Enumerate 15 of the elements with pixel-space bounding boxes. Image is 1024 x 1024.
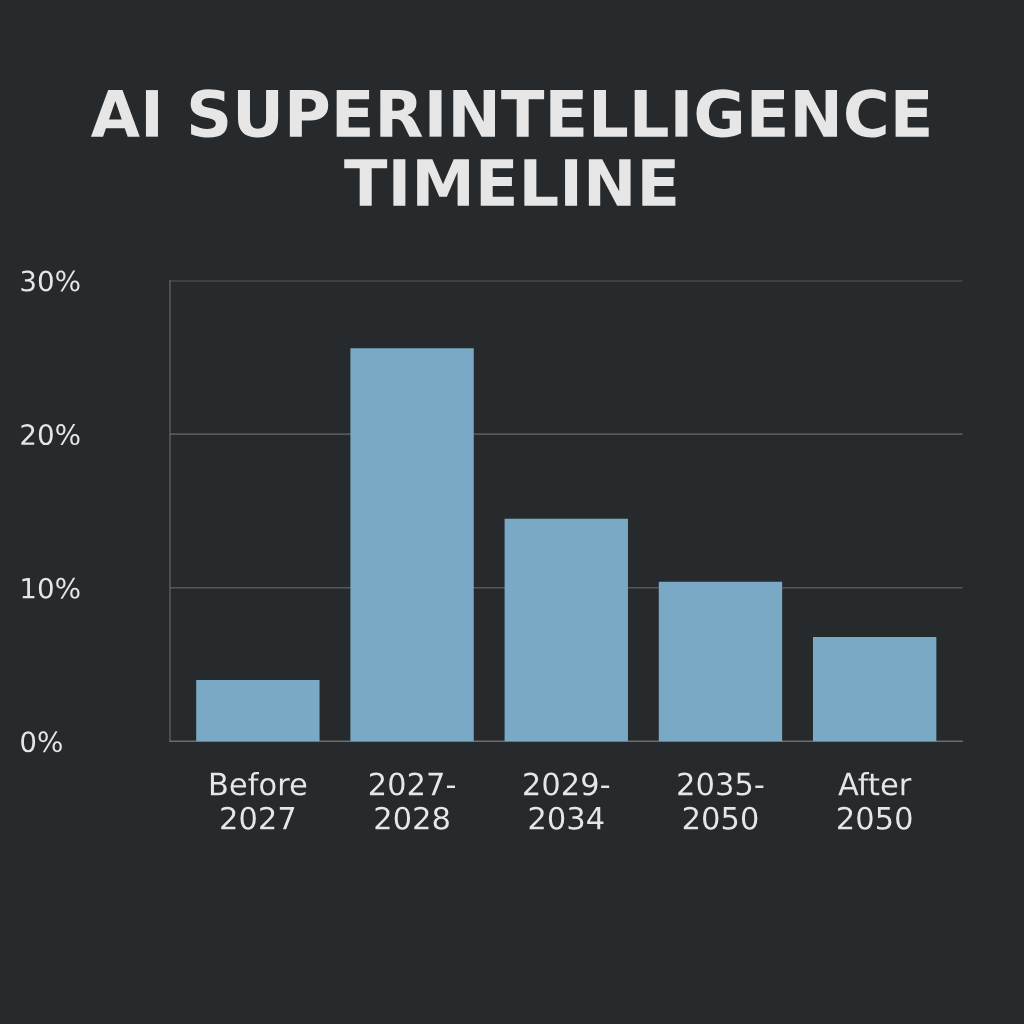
- x-tick-label: 2027- 2028: [369, 772, 455, 830]
- bar: [504, 518, 628, 742]
- x-tick-label: After 2050: [838, 771, 912, 830]
- y-tick-label: 20%: [21, 424, 80, 446]
- bar: [812, 636, 937, 742]
- x-tick-label: 2029- 2034: [524, 772, 610, 830]
- y-tick-label: 0%: [21, 731, 62, 753]
- bar: [658, 581, 783, 742]
- x-tick-label: 2035- 2050: [678, 772, 764, 830]
- chart-title: AI SUPERINTELLIGENCE TIMELINE: [90, 89, 929, 206]
- bar: [350, 348, 474, 742]
- bar: [196, 679, 320, 742]
- y-tick-label: 10%: [22, 577, 80, 599]
- x-tick-label: Before 2027: [210, 771, 307, 830]
- y-tick-label: 30%: [21, 270, 80, 292]
